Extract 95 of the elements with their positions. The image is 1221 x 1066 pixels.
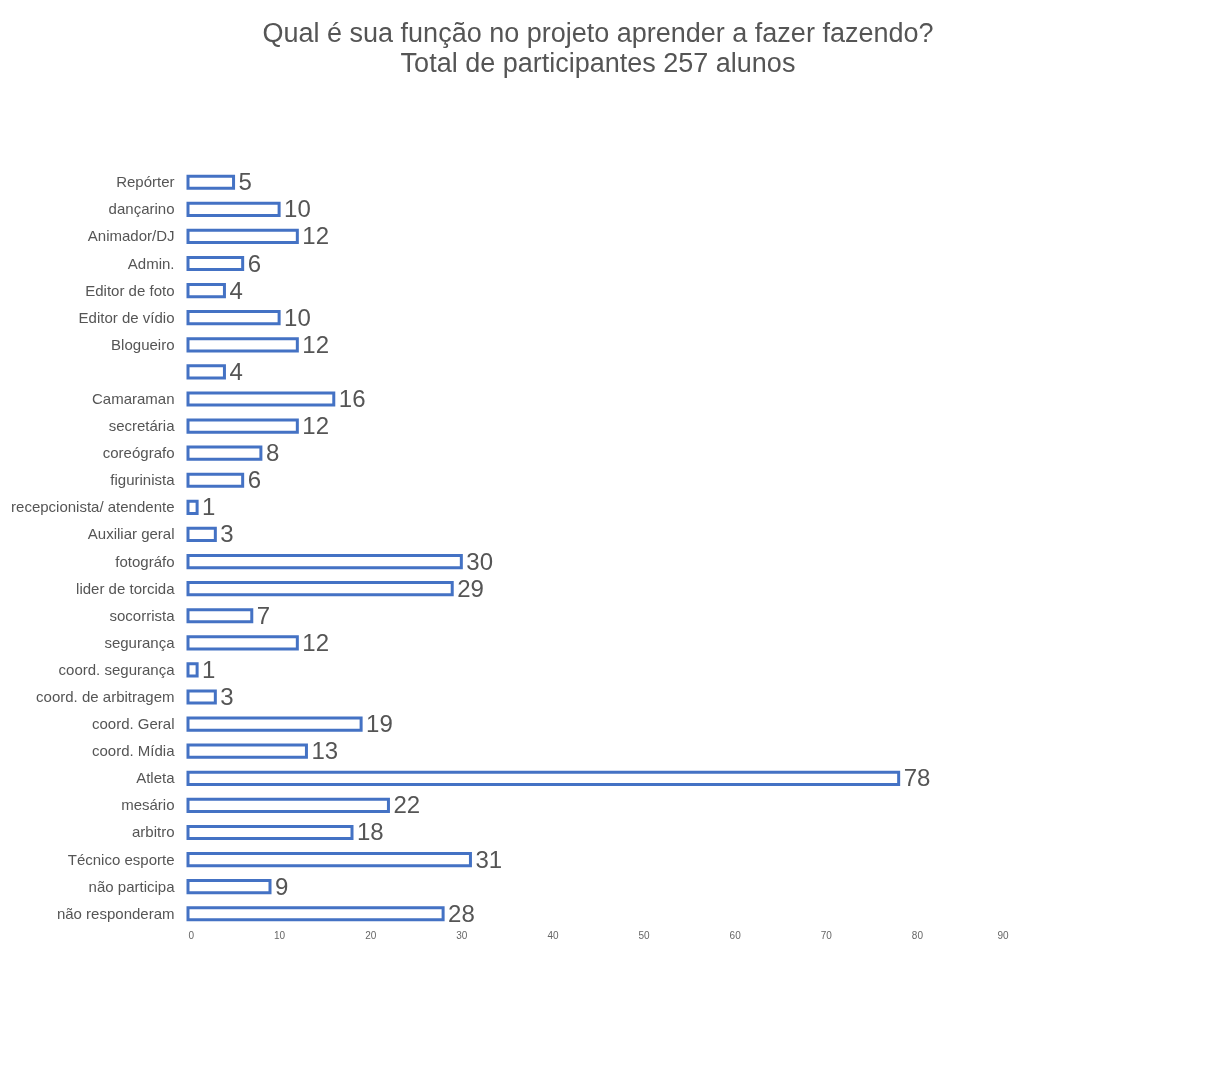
x-tick-label: 20 [365,929,377,941]
bar [186,716,363,732]
data-label: 9 [275,872,289,900]
bar [186,879,272,895]
data-label: 30 [466,547,494,575]
data-label: 29 [457,574,484,602]
data-label: 5 [238,168,252,196]
bar [186,445,263,461]
x-tick-label: 0 [188,929,195,941]
y-tick-label: Editor de foto [85,281,175,299]
y-tick-label: fotográfo [115,552,175,570]
y-tick-label: recepcionista/ atendente [11,498,175,516]
y-tick-label: coord. segurança [58,660,176,678]
y-tick-label: coord. Geral [91,715,175,733]
data-label: 6 [247,466,262,494]
bar [186,851,472,868]
bar [186,174,236,190]
bar [186,743,308,759]
data-label: 7 [256,601,271,629]
data-label: 12 [302,412,330,440]
bar [186,364,226,380]
y-tick-label: segurança [104,633,176,651]
data-label: 28 [448,899,475,927]
bar [186,337,299,353]
y-tick-label: Editor de vídio [78,308,175,326]
x-tick-label: 10 [274,929,286,941]
data-label: 10 [284,303,311,331]
y-tick-label: coreógrafo [102,444,175,462]
data-label: 12 [302,628,330,656]
bar [186,499,199,515]
bar [186,906,445,922]
x-tick-label: 90 [997,929,1009,941]
data-label: 6 [247,249,262,277]
y-tick-label: Técnico esporte [67,850,175,868]
chart-title: Qual é sua função no projeto aprender a fazer fazendo? [262,18,934,48]
x-tick-label: 40 [547,929,559,941]
bar [186,581,454,597]
bar [186,553,463,570]
y-tick-label: dançarino [108,200,175,218]
x-tick-label: 60 [729,929,742,941]
bar [186,391,336,407]
x-tick-label: 50 [638,929,651,941]
y-tick-label: secretária [108,417,176,435]
data-label: 22 [393,791,421,819]
bar [186,283,226,299]
bar [186,824,354,841]
y-tick-label: coord. Mídia [91,742,176,760]
x-tick-label: 80 [911,929,924,941]
bar [186,418,299,434]
data-label: 78 [903,764,931,792]
data-label: 1 [202,493,216,521]
bar [186,310,281,326]
data-label: 18 [357,818,384,846]
y-tick-label: Camaraman [91,389,175,407]
data-label: 19 [366,710,393,738]
y-tick-label: mesário [121,796,175,814]
data-label: 3 [220,683,234,711]
bar [186,797,390,813]
data-label: 3 [220,520,234,548]
bar [186,228,299,245]
y-tick-label: Blogueiro [111,335,175,353]
data-label: 4 [229,276,243,304]
y-tick-label: socorrista [109,606,176,624]
data-label: 8 [265,439,280,467]
data-label: 1 [202,655,216,683]
bar [186,635,299,651]
y-tick-label: lider de torcida [76,579,176,597]
data-label: 16 [338,384,366,412]
bar [186,689,217,705]
y-tick-label: figurinista [110,471,176,489]
data-label: 4 [229,357,243,385]
y-tick-label: Admin. [127,254,175,272]
data-label: 12 [302,222,330,250]
x-tick-label: 30 [456,929,468,941]
y-tick-label: Animador/DJ [87,227,175,245]
y-tick-label: arbitro [131,823,175,841]
x-tick-label: 70 [820,929,833,941]
y-tick-label: Repórter [116,173,175,191]
data-label: 13 [311,737,339,765]
data-label: 12 [302,330,330,358]
bar [186,526,217,543]
y-tick-label: Auxiliar geral [87,525,175,543]
y-tick-label: não participa [88,877,176,895]
chart-subtitle: Total de participantes 257 alunos [400,48,796,78]
y-tick-label: coord. de arbitragem [36,688,175,706]
bar [186,201,281,217]
data-label: 31 [475,845,503,873]
bar [186,608,254,624]
y-tick-label: não responderam [56,904,175,922]
bar [186,472,245,488]
bar [186,770,901,786]
bar [186,662,199,678]
bar [186,255,245,272]
data-label: 10 [284,195,311,223]
y-tick-label: Atleta [136,769,176,787]
